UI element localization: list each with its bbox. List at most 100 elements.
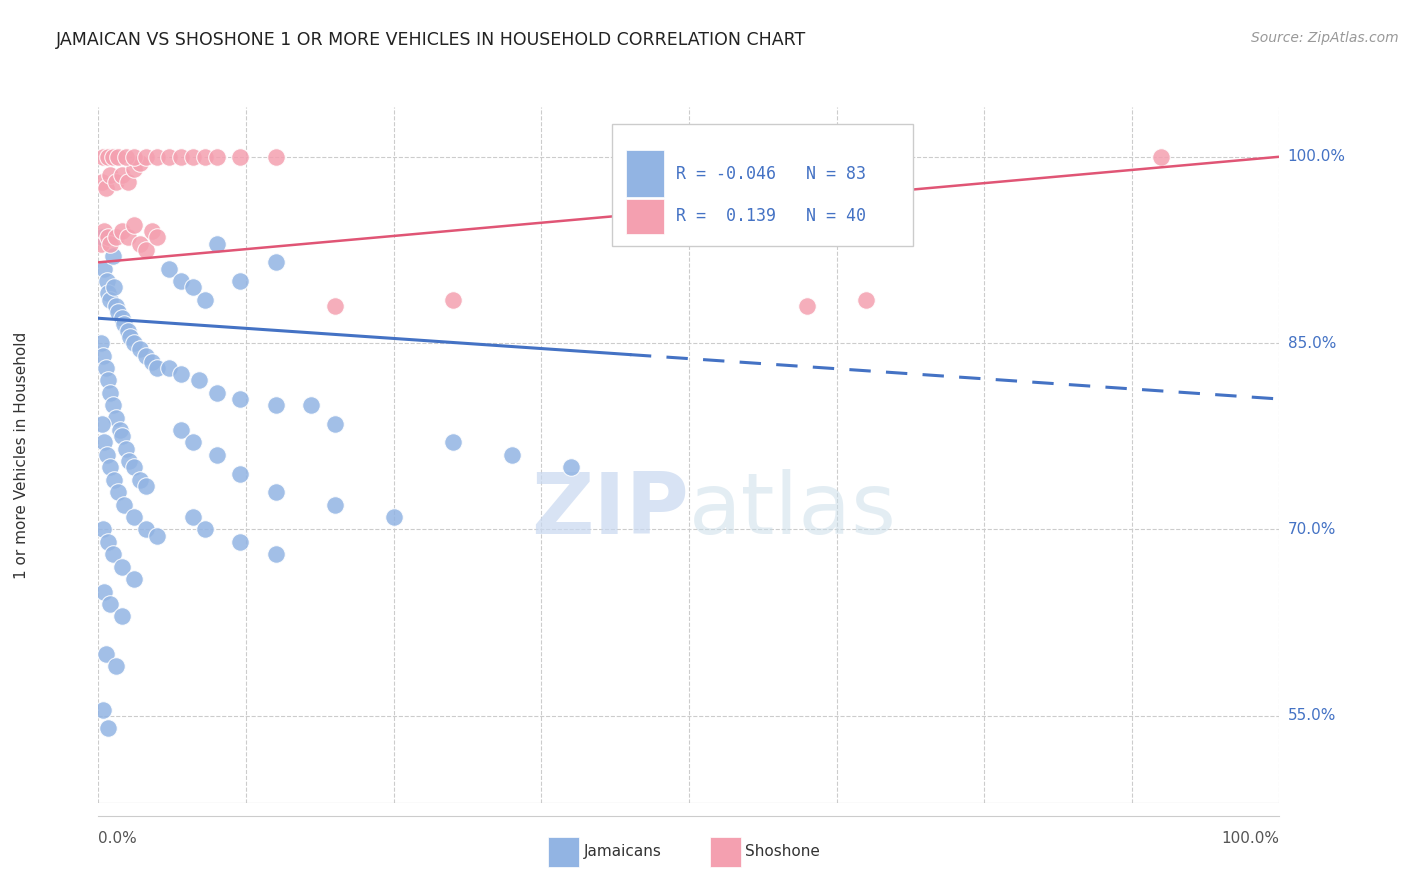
Text: 85.0%: 85.0%	[1288, 335, 1336, 351]
Point	[105, 230, 128, 244]
Point	[120, 330, 142, 344]
Point	[93, 584, 115, 599]
Text: 100.0%: 100.0%	[1222, 830, 1279, 846]
Point	[264, 485, 287, 500]
Point	[111, 169, 134, 183]
Point	[128, 473, 150, 487]
Point	[90, 336, 112, 351]
Point	[229, 467, 252, 481]
Point	[122, 218, 145, 232]
Point	[114, 150, 136, 164]
Point	[157, 361, 180, 376]
Point	[560, 460, 582, 475]
Point	[117, 324, 139, 338]
Point	[91, 523, 114, 537]
Point	[122, 460, 145, 475]
Point	[107, 485, 129, 500]
Bar	[626, 199, 664, 234]
Point	[194, 150, 217, 164]
Point	[98, 293, 121, 307]
Point	[229, 274, 252, 288]
Point	[135, 523, 157, 537]
Text: R =  0.139   N = 40: R = 0.139 N = 40	[676, 207, 866, 226]
Point	[205, 385, 228, 400]
Point	[112, 318, 135, 332]
Point	[105, 299, 128, 313]
Point	[141, 355, 163, 369]
FancyBboxPatch shape	[612, 124, 914, 246]
Point	[111, 311, 134, 326]
Point	[205, 236, 228, 251]
Point	[97, 373, 120, 387]
Point	[135, 243, 157, 257]
Text: JAMAICAN VS SHOSHONE 1 OR MORE VEHICLES IN HOUSEHOLD CORRELATION CHART: JAMAICAN VS SHOSHONE 1 OR MORE VEHICLES …	[56, 31, 807, 49]
Point	[181, 150, 204, 164]
Text: 55.0%: 55.0%	[1288, 708, 1336, 723]
Point	[96, 274, 118, 288]
Point	[111, 224, 134, 238]
Point	[264, 398, 287, 412]
Point	[187, 373, 209, 387]
Point	[111, 609, 134, 624]
Point	[105, 175, 128, 189]
Point	[118, 454, 141, 468]
Point	[141, 224, 163, 238]
Point	[98, 597, 121, 611]
Point	[194, 293, 217, 307]
Point	[229, 150, 252, 164]
Point	[205, 448, 228, 462]
Point	[97, 535, 120, 549]
Point	[122, 336, 145, 351]
Point	[107, 150, 129, 164]
Text: 70.0%: 70.0%	[1288, 522, 1336, 537]
Point	[101, 398, 124, 412]
Point	[128, 236, 150, 251]
Point	[194, 523, 217, 537]
Point	[103, 280, 125, 294]
Text: Shoshone: Shoshone	[745, 845, 820, 859]
Point	[796, 299, 818, 313]
Point	[323, 417, 346, 431]
Point	[97, 286, 120, 301]
Point	[98, 169, 121, 183]
Point	[157, 261, 180, 276]
Point	[128, 156, 150, 170]
Text: Source: ZipAtlas.com: Source: ZipAtlas.com	[1251, 31, 1399, 45]
Text: atlas: atlas	[689, 469, 897, 552]
Point	[96, 448, 118, 462]
Point	[128, 343, 150, 357]
Point	[264, 547, 287, 561]
Point	[97, 150, 120, 164]
Point	[122, 510, 145, 524]
Point	[146, 361, 169, 376]
Point	[98, 460, 121, 475]
Point	[170, 367, 193, 381]
Text: 100.0%: 100.0%	[1288, 149, 1346, 164]
Point	[135, 349, 157, 363]
Point	[122, 150, 145, 164]
Point	[111, 429, 134, 443]
Text: R = -0.046   N = 83: R = -0.046 N = 83	[676, 165, 866, 183]
Point	[101, 249, 124, 263]
Point	[93, 261, 115, 276]
Point	[111, 559, 134, 574]
Point	[90, 236, 112, 251]
Point	[157, 150, 180, 164]
Point	[323, 498, 346, 512]
Point	[441, 293, 464, 307]
Point	[382, 510, 405, 524]
Point	[1150, 150, 1173, 164]
Point	[170, 274, 193, 288]
Point	[91, 703, 114, 717]
Point	[107, 305, 129, 319]
Point	[170, 150, 193, 164]
Point	[229, 392, 252, 406]
Point	[170, 423, 193, 437]
Point	[122, 572, 145, 586]
Point	[105, 410, 128, 425]
Point	[97, 230, 120, 244]
Point	[91, 417, 114, 431]
Point	[105, 659, 128, 673]
Point	[181, 435, 204, 450]
Point	[93, 224, 115, 238]
